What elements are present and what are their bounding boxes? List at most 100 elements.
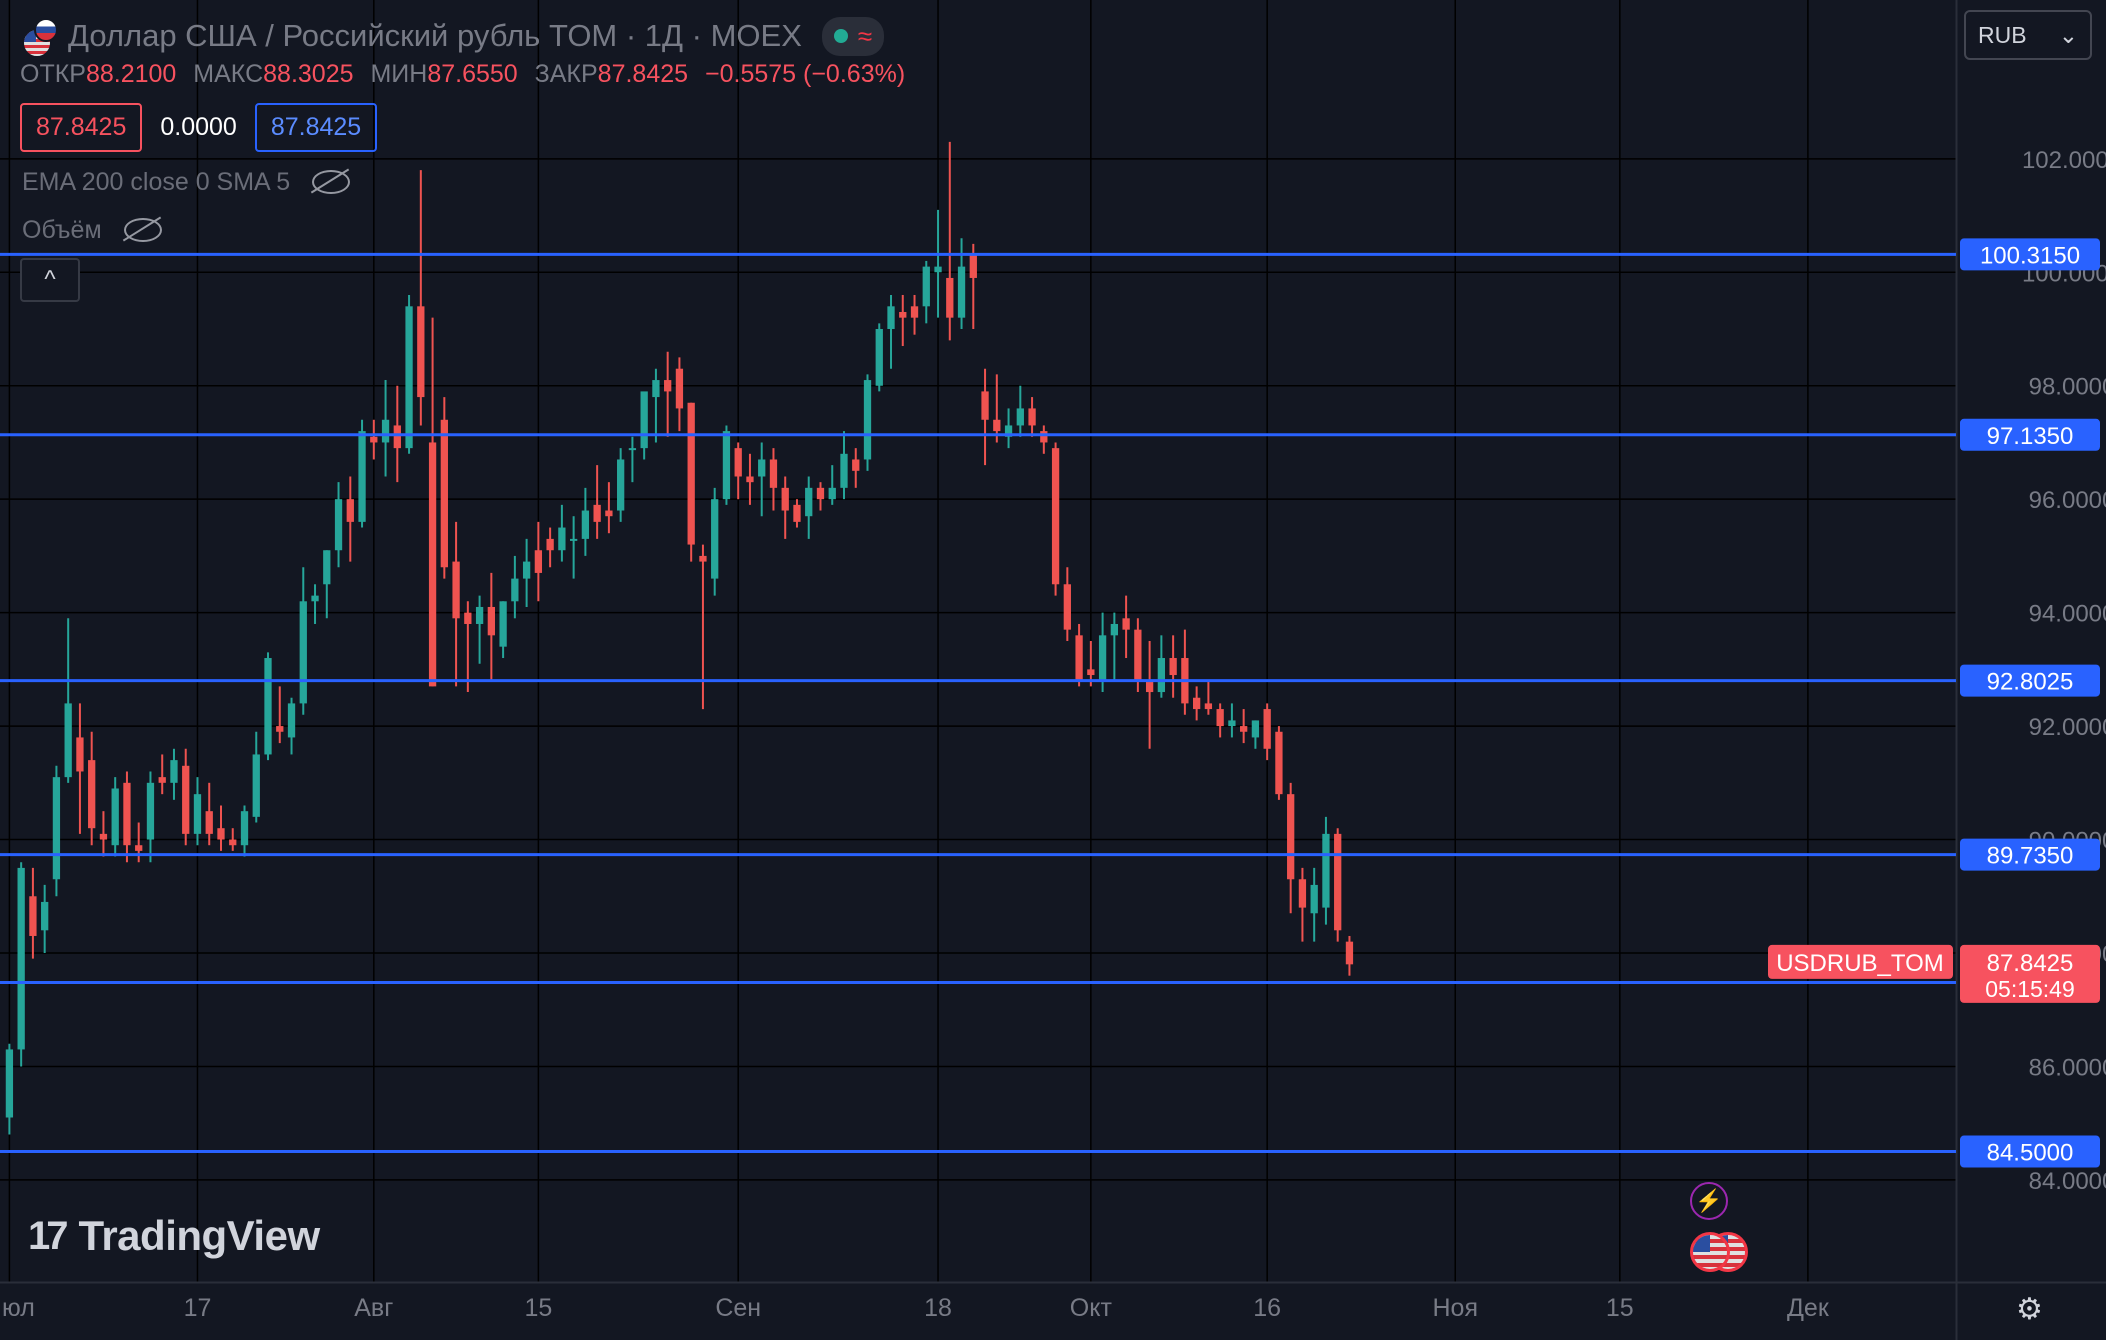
candle-body[interactable]: [499, 601, 507, 647]
candle-body[interactable]: [993, 419, 1001, 432]
candle-body[interactable]: [769, 459, 778, 488]
candle-body[interactable]: [370, 436, 378, 443]
candle-body[interactable]: [758, 459, 766, 477]
candle-body[interactable]: [170, 760, 178, 783]
candle-body[interactable]: [1122, 618, 1130, 630]
candle-body[interactable]: [1110, 623, 1118, 636]
candle-body[interactable]: [1240, 726, 1248, 732]
candle-body[interactable]: [687, 402, 695, 545]
candle-body[interactable]: [346, 499, 354, 522]
candle-body[interactable]: [887, 306, 895, 330]
candle-body[interactable]: [193, 794, 202, 834]
candle-body[interactable]: [910, 306, 919, 318]
candle-body[interactable]: [323, 550, 331, 585]
candle-body[interactable]: [205, 811, 213, 834]
eye-crossed-icon[interactable]: [123, 218, 162, 242]
candle-body[interactable]: [781, 487, 789, 511]
symbol-header[interactable]: Доллар США / Российский рубль TOM · 1Д ·…: [20, 14, 885, 58]
candle-body[interactable]: [1075, 635, 1083, 681]
candle-body[interactable]: [1345, 941, 1354, 965]
candle-body[interactable]: [511, 578, 519, 602]
candle-body[interactable]: [793, 504, 801, 522]
candle-body[interactable]: [464, 612, 472, 624]
candle-body[interactable]: [711, 499, 719, 579]
candle-body[interactable]: [428, 442, 437, 687]
candle-body[interactable]: [1040, 431, 1048, 443]
candle-body[interactable]: [1157, 658, 1166, 693]
eye-crossed-icon[interactable]: [312, 170, 351, 194]
candle-body[interactable]: [1298, 879, 1307, 908]
candle-body[interactable]: [1310, 884, 1318, 914]
candle-body[interactable]: [1251, 720, 1260, 738]
candle-body[interactable]: [957, 266, 966, 318]
candle-body[interactable]: [522, 561, 531, 579]
candle-body[interactable]: [546, 538, 554, 551]
candle-body[interactable]: [840, 453, 848, 488]
candle-body[interactable]: [182, 765, 190, 834]
candle-body[interactable]: [875, 329, 883, 386]
candle-body[interactable]: [111, 788, 119, 846]
symbol-title[interactable]: Доллар США / Российский рубль TOM · 1Д ·…: [68, 18, 802, 53]
candle-body[interactable]: [287, 703, 296, 738]
candle-body[interactable]: [558, 527, 566, 551]
sell-price-button[interactable]: 87.8425: [20, 103, 143, 152]
candle-body[interactable]: [605, 510, 613, 517]
candle-body[interactable]: [405, 306, 413, 449]
indicator-ema-sma[interactable]: EMA 200 close 0 SMA 5: [22, 164, 351, 200]
candle-body[interactable]: [123, 782, 131, 846]
candle-body[interactable]: [805, 487, 813, 517]
candle-body[interactable]: [1004, 425, 1013, 437]
candle-body[interactable]: [1204, 703, 1213, 710]
candle-body[interactable]: [475, 606, 484, 624]
candle-body[interactable]: [922, 266, 930, 307]
tradingview-logo[interactable]: 17 TradingView: [28, 1212, 320, 1260]
candle-body[interactable]: [1192, 697, 1201, 710]
axis-settings-icon[interactable]: ⚙: [2016, 1293, 2043, 1326]
candle-body[interactable]: [664, 380, 672, 392]
candle-body[interactable]: [1334, 833, 1342, 931]
candle-body[interactable]: [581, 510, 590, 539]
candle-body[interactable]: [158, 777, 166, 783]
indicator-volume[interactable]: Объём: [22, 212, 162, 248]
candle-body[interactable]: [29, 896, 37, 936]
candle-body[interactable]: [1051, 448, 1060, 585]
candle-body[interactable]: [899, 311, 907, 318]
candle-body[interactable]: [99, 833, 108, 840]
candle-body[interactable]: [934, 266, 942, 273]
candle-body[interactable]: [593, 504, 601, 522]
candle-body[interactable]: [1028, 408, 1036, 426]
candle-body[interactable]: [276, 726, 284, 732]
plot-area[interactable]: [0, 0, 1956, 1282]
candle-body[interactable]: [734, 448, 742, 477]
candle-body[interactable]: [452, 561, 460, 619]
candle-body[interactable]: [1063, 584, 1071, 630]
candle-body[interactable]: [135, 845, 143, 851]
candle-body[interactable]: [299, 601, 307, 704]
candle-body[interactable]: [640, 391, 648, 449]
candle-body[interactable]: [1169, 658, 1177, 676]
lightning-event-icon[interactable]: ⚡: [1690, 1182, 1728, 1220]
currency-select[interactable]: RUB ⌄: [1964, 10, 2092, 60]
market-status[interactable]: ≈: [821, 16, 885, 56]
candle-body[interactable]: [569, 538, 578, 541]
candle-body[interactable]: [64, 703, 72, 778]
candle-body[interactable]: [1087, 669, 1095, 676]
candle-body[interactable]: [699, 555, 707, 562]
candle-body[interactable]: [381, 419, 390, 443]
candle-body[interactable]: [863, 380, 872, 460]
candle-body[interactable]: [1134, 629, 1142, 681]
candle-body[interactable]: [1216, 709, 1224, 727]
candle-body[interactable]: [1263, 709, 1271, 749]
candle-body[interactable]: [487, 606, 495, 636]
candle-body[interactable]: [41, 901, 49, 931]
us-event-flag-icon[interactable]: [1690, 1232, 1730, 1272]
candle-body[interactable]: [217, 828, 225, 840]
candle-body[interactable]: [1275, 731, 1283, 795]
candle-body[interactable]: [969, 255, 977, 278]
candle-body[interactable]: [1228, 720, 1236, 727]
candle-body[interactable]: [828, 487, 836, 500]
candle-body[interactable]: [1322, 833, 1330, 908]
candle-body[interactable]: [946, 277, 954, 318]
candle-body[interactable]: [534, 550, 543, 573]
